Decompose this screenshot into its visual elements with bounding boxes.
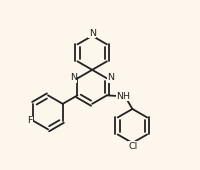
Text: N: N [88,29,95,38]
Text: N: N [107,73,114,82]
Text: Cl: Cl [128,142,137,151]
Text: NH: NH [116,92,130,101]
Text: F: F [27,116,32,125]
Text: N: N [70,73,77,82]
